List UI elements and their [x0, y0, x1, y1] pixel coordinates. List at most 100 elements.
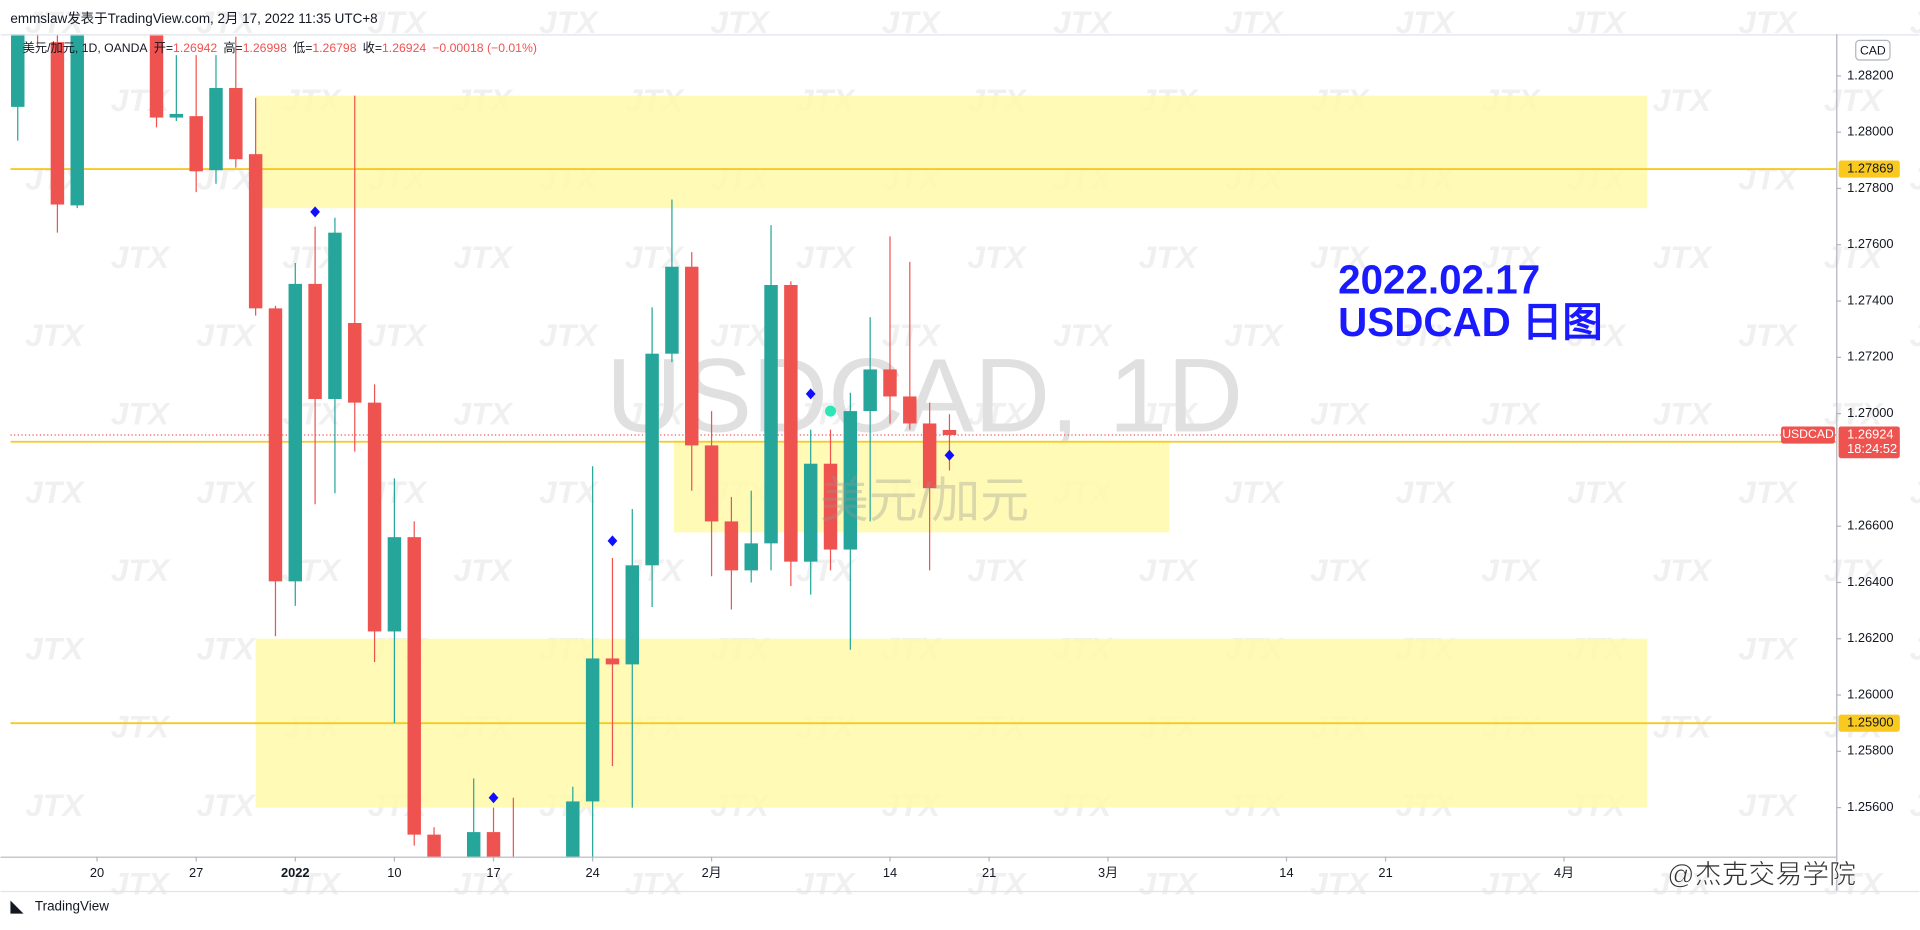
candle-body: [348, 323, 362, 403]
logo-watermark: JTX: [1910, 474, 1920, 510]
diamond-marker: [607, 535, 618, 547]
legend: 美元/加元, 1D, OANDA 开=1.26942 高=1.26998 低=1.26…: [23, 40, 537, 55]
price-label: 1.26924: [1847, 426, 1893, 441]
logo-watermark: JTX: [1910, 787, 1920, 823]
description-watermark: 美元/加元: [820, 474, 1029, 528]
candle-body: [407, 537, 421, 835]
logo-watermark: JTX: [1910, 630, 1920, 666]
logo-watermark: JTX: [111, 709, 171, 745]
logo-watermark: JTX: [1310, 239, 1370, 275]
candle-body: [883, 369, 897, 397]
logo-watermark: JTX: [196, 161, 256, 197]
legend-item: 收=: [363, 41, 382, 55]
x-tick-label: 4月: [1554, 865, 1574, 880]
axes: 1.25600 1.25800 1.26000 1.26200 1.26400 1.266…: [90, 67, 1900, 880]
brand: TradingView: [35, 898, 109, 913]
logo-watermark: JTX: [1481, 865, 1541, 901]
logo-watermark: JTX: [1738, 630, 1798, 666]
logo-watermark: JTX: [453, 395, 513, 431]
logo-watermark: JTX: [1481, 239, 1541, 275]
x-tick-label: 20: [90, 865, 104, 880]
legend-item: 开=: [154, 41, 173, 55]
y-tick-label: 1.25600: [1847, 799, 1893, 814]
logo-watermark: JTX: [967, 395, 1027, 431]
x-tick-label: 27: [189, 865, 203, 880]
legend-item: −0.00018 (−0.01%): [432, 41, 537, 55]
legend-item: 1.26998: [243, 41, 287, 55]
candle-body: [248, 154, 263, 309]
logo-watermark: JTX: [1396, 317, 1456, 353]
currency-box[interactable]: [1855, 39, 1891, 61]
candle-body: [645, 353, 659, 566]
logo-watermark: JTX: [1910, 4, 1920, 40]
candle-body: [387, 537, 402, 632]
y-tick-label: 1.27400: [1847, 292, 1893, 307]
logo-watermark: JTX: [882, 317, 942, 353]
logo-watermark: JTX: [1396, 4, 1456, 40]
y-tick-label: 1.27600: [1847, 236, 1893, 251]
logo-watermark: JTX: [796, 865, 856, 901]
legend-item: 1.26942: [173, 41, 217, 55]
logo-watermark: JTX: [453, 552, 513, 588]
y-tick-label: 1.28200: [1847, 67, 1893, 82]
logo-watermark: JTX: [1738, 787, 1798, 823]
brand-icon: ◣: [10, 895, 24, 915]
candle-body: [823, 463, 838, 550]
logo-watermark: JTX: [1053, 317, 1113, 353]
candle-body: [704, 445, 719, 522]
diamond-marker: [805, 388, 816, 400]
logo-watermark: JTX: [1738, 161, 1798, 197]
logo-watermark: JTX: [1567, 4, 1627, 40]
logo-watermark: JTX: [1310, 865, 1370, 901]
candle-body: [625, 565, 640, 665]
candle-body: [685, 266, 699, 446]
logo-watermark: JTX: [1481, 395, 1541, 431]
zone: [673, 440, 1170, 533]
x-tick-label: 2022: [281, 865, 310, 880]
logo-watermark: JTX: [710, 4, 770, 40]
logo-watermark: JTX: [111, 552, 171, 588]
y-tick-label: 1.26600: [1847, 518, 1893, 533]
logo-watermark: JTX: [196, 4, 256, 40]
logo-watermark: JTX: [111, 865, 171, 901]
candle-body: [288, 283, 303, 582]
logo-watermark: JTX: [1824, 395, 1884, 431]
logo-watermark: JTX: [453, 865, 513, 901]
x-tick-label: 2月: [702, 865, 722, 880]
logo-watermark: JTX: [25, 787, 85, 823]
y-tick-label: 1.26400: [1847, 574, 1893, 589]
logo-watermark: JTX: [196, 317, 256, 353]
logo-watermark: JTX: [967, 552, 1027, 588]
logo-watermark: JTX: [1481, 552, 1541, 588]
logo-watermark: JTX: [368, 4, 428, 40]
logo-watermark: JTX: [111, 395, 171, 431]
logo-watermark: JTX: [1567, 474, 1627, 510]
logo-watermark: JTX: [196, 474, 256, 510]
logo-watermark: JTX: [1824, 82, 1884, 118]
logo-watermark: JTX: [111, 239, 171, 275]
candle-body: [209, 88, 223, 171]
x-tick-label: 24: [585, 865, 599, 880]
logo-watermark: JTX: [1567, 317, 1627, 353]
logo-watermark: JTX: [1824, 239, 1884, 275]
logo-watermark: JTX: [1396, 474, 1456, 510]
annotation: 2022.02.17: [1338, 256, 1540, 302]
logo-watermark: JTX: [1310, 552, 1370, 588]
x-tick-label: 17: [486, 865, 500, 880]
logo-watermark: JTX: [1910, 317, 1920, 353]
x-tick-label: 14: [883, 865, 897, 880]
logo-watermark: JTX: [1653, 709, 1713, 745]
logo-watermark: JTX: [1053, 4, 1113, 40]
level-label: 1.27869: [1847, 160, 1893, 175]
logo-watermark: JTX: [1653, 865, 1713, 901]
candle-body: [50, 42, 65, 205]
price-box: [1838, 426, 1900, 459]
candle-body: [11, 34, 25, 107]
currency[interactable]: CAD: [1860, 44, 1886, 58]
symbol-tag: USDCAD: [1782, 427, 1834, 441]
candle-body: [585, 658, 600, 802]
diamond-marker: [488, 792, 499, 804]
annotation: USDCAD 日图: [1338, 299, 1603, 345]
logo-watermark: JTX: [539, 474, 599, 510]
